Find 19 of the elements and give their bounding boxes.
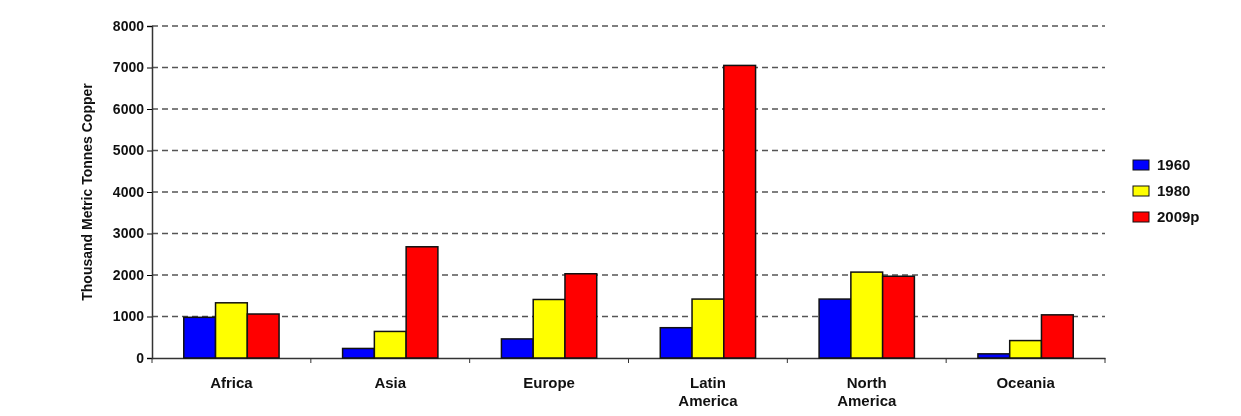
y-axis-title: Thousand Metric Tonnes Copper [79,82,95,301]
y-tick-label: 8000 [112,17,145,34]
y-tick-label: 1000 [112,308,145,325]
y-tick-label: 2000 [112,266,145,283]
y-tick-label: 3000 [112,225,145,242]
x-tick-label: North America [837,374,898,409]
y-tick-label: 5000 [112,142,145,159]
y-tick-label: 7000 [112,59,145,76]
x-tick-label: Oceania [996,374,1056,391]
y-tick-label: 6000 [112,100,145,117]
x-tick-label: Europe [523,374,575,391]
legend-label: 2009p [1157,208,1200,225]
y-tick-label: 4000 [112,183,145,200]
x-tick-label: Africa [210,374,254,391]
y-tick-label: 0 [136,349,145,366]
legend-label: 1960 [1157,156,1191,173]
x-tick-label: Asia [374,374,407,391]
legend-label: 1980 [1157,182,1191,199]
x-tick-label: Latin America [678,374,739,409]
